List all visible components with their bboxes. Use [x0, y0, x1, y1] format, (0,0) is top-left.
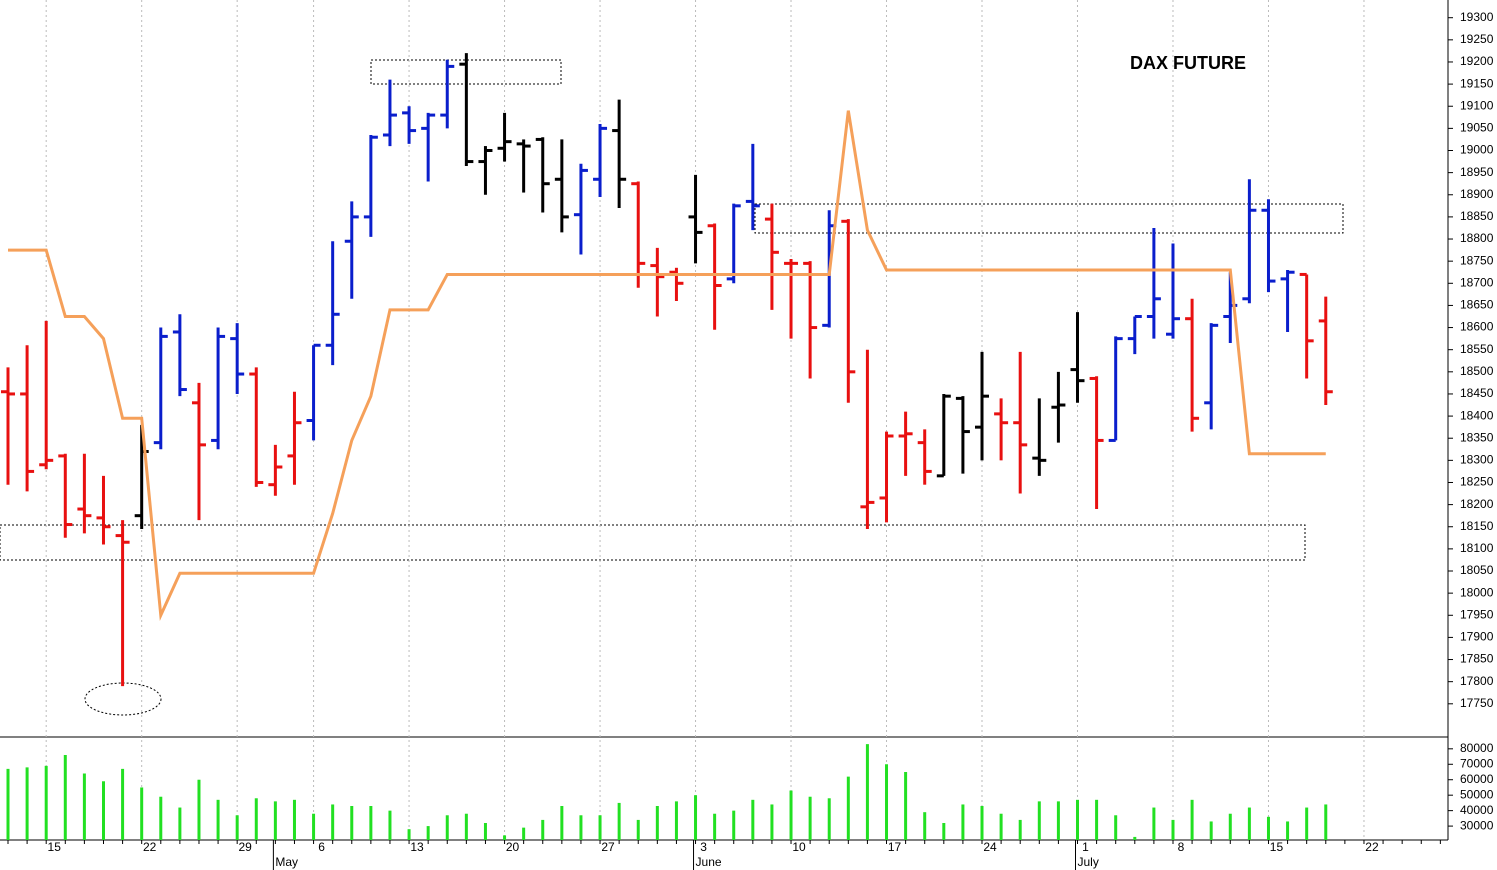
x-tick-label: 13: [410, 840, 424, 854]
month-label: June: [696, 855, 722, 869]
y-tick-label: 19050: [1460, 121, 1494, 135]
y-tick-label: 17900: [1460, 630, 1494, 644]
y-tick-label: 70000: [1460, 756, 1494, 770]
y-tick-label: 18100: [1460, 541, 1494, 555]
x-tick-label: 3: [700, 840, 707, 854]
x-tick-label: 20: [506, 840, 520, 854]
y-tick-label: 80000: [1460, 741, 1494, 755]
y-tick-label: 18350: [1460, 430, 1494, 444]
y-tick-label: 18850: [1460, 209, 1494, 223]
y-tick-label: 18500: [1460, 364, 1494, 378]
x-tick-label: 15: [48, 840, 62, 854]
y-tick-label: 17950: [1460, 607, 1494, 621]
y-tick-label: 17750: [1460, 696, 1494, 710]
y-tick-label: 19000: [1460, 143, 1494, 157]
y-tick-label: 18200: [1460, 497, 1494, 511]
x-tick-label: 22: [1365, 840, 1379, 854]
month-label: July: [1077, 855, 1098, 869]
y-tick-label: 18300: [1460, 453, 1494, 467]
low-marker: [84, 682, 162, 716]
y-tick-label: 18250: [1460, 475, 1494, 489]
chart-title: DAX FUTURE: [1130, 53, 1246, 73]
x-tick-label: 1: [1082, 840, 1089, 854]
support-box: [0, 524, 1306, 561]
y-tick-label: 18400: [1460, 408, 1494, 422]
y-tick-label: 18050: [1460, 563, 1494, 577]
y-tick-label: 30000: [1460, 818, 1494, 832]
x-tick-label: 22: [143, 840, 157, 854]
y-tick-label: 17800: [1460, 674, 1494, 688]
y-tick-label: 18650: [1460, 298, 1494, 312]
x-tick-label: 24: [983, 840, 997, 854]
y-tick-label: 19200: [1460, 54, 1494, 68]
y-tick-label: 18900: [1460, 187, 1494, 201]
y-tick-label: 19150: [1460, 76, 1494, 90]
x-tick-label: 10: [792, 840, 806, 854]
y-tick-label: 18550: [1460, 342, 1494, 356]
y-tick-label: 17850: [1460, 652, 1494, 666]
y-tick-label: 18800: [1460, 231, 1494, 245]
y-tick-label: 19300: [1460, 10, 1494, 24]
y-tick-label: 50000: [1460, 787, 1494, 801]
y-tick-label: 18600: [1460, 320, 1494, 334]
y-tick-label: 19250: [1460, 32, 1494, 46]
y-tick-label: 18150: [1460, 519, 1494, 533]
month-label: May: [275, 855, 298, 869]
x-tick-label: 8: [1178, 840, 1185, 854]
y-tick-label: 19100: [1460, 98, 1494, 112]
annotations: [0, 59, 1344, 716]
y-tick-label: 18700: [1460, 275, 1494, 289]
y-tick-label: 18450: [1460, 386, 1494, 400]
x-tick-label: 29: [238, 840, 252, 854]
y-tick-label: 40000: [1460, 803, 1494, 817]
y-tick-label: 60000: [1460, 772, 1494, 786]
resistance-box: [754, 203, 1344, 234]
y-tick-label: 18950: [1460, 165, 1494, 179]
x-tick-label: 17: [888, 840, 902, 854]
x-tick-label: 27: [601, 840, 615, 854]
x-tick-label: 15: [1270, 840, 1284, 854]
x-tick-label: 6: [318, 840, 325, 854]
stop-line: [8, 110, 1326, 621]
y-tick-label: 18000: [1460, 585, 1494, 599]
y-tick-label: 18750: [1460, 253, 1494, 267]
